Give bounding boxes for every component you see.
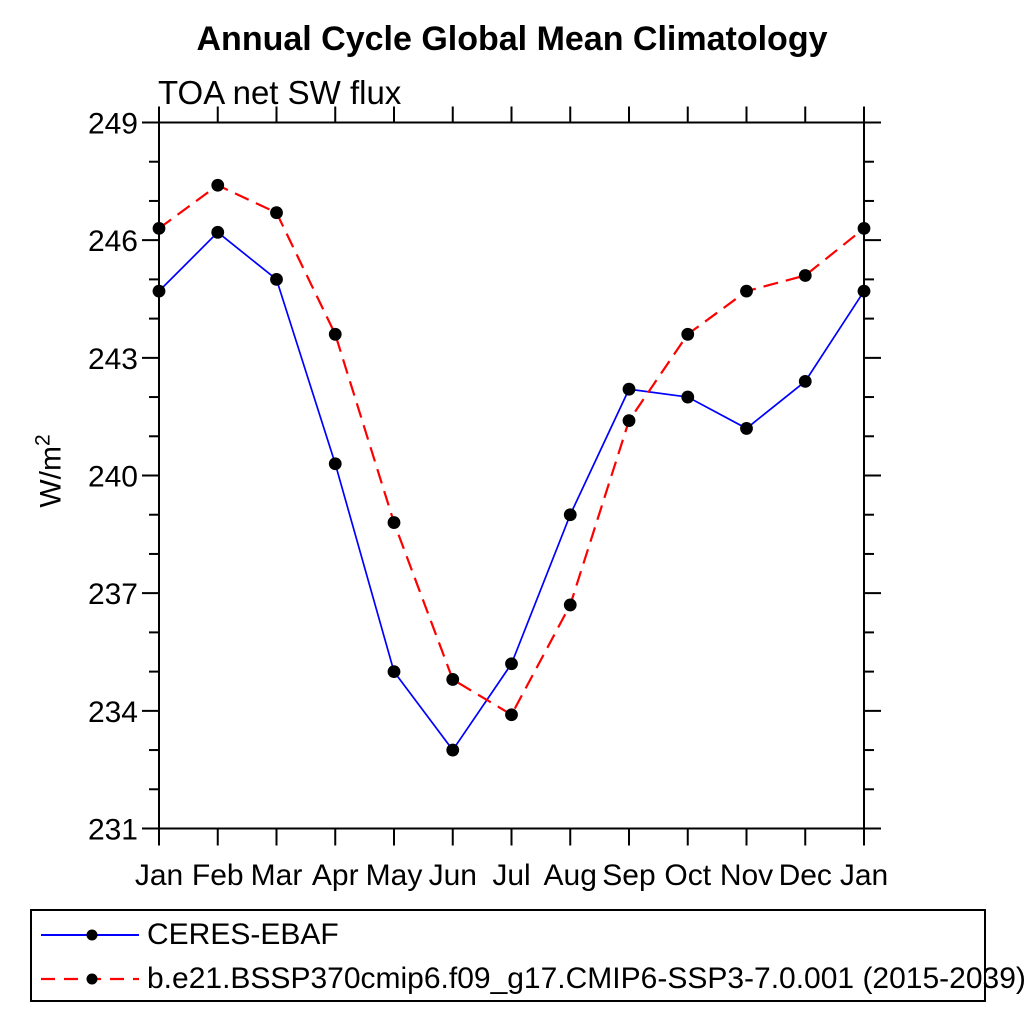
series-line-1 [158, 183, 865, 717]
legend-label-ceres-ebaf: CERES-EBAF [147, 918, 339, 951]
data-point-s0-10 [740, 422, 753, 435]
x-tick-label: Jan [840, 859, 888, 892]
data-point-s0-3 [328, 457, 342, 471]
x-tick-label: Sep [602, 859, 655, 892]
y-tick-label: 240 [88, 461, 138, 494]
data-point-s0-9 [681, 390, 695, 404]
data-point-s1-3 [328, 327, 342, 341]
x-tick-label: Mar [251, 859, 303, 892]
x-tick-label: Jan [135, 859, 183, 892]
x-tick-label: Dec [779, 859, 832, 892]
data-point-s0-0 [152, 284, 166, 298]
legend-marker-icon [86, 929, 98, 941]
series-line-0 [158, 231, 865, 752]
data-point-s0-11 [798, 374, 812, 388]
chart-title: Annual Cycle Global Mean Climatology [196, 20, 828, 58]
x-tick-label: Aug [544, 859, 597, 892]
y-tick-label: 249 [88, 108, 138, 141]
y-tick-label: 237 [88, 578, 138, 611]
data-point-s0-2 [270, 272, 283, 286]
data-point-s0-5 [446, 743, 460, 757]
x-tick-label: May [366, 859, 423, 892]
legend-item-model-run: b.e21.BSSP370cmip6.f09_g17.CMIP6-SSP3-7.… [40, 961, 1024, 997]
data-point-s1-10 [740, 284, 753, 298]
chart-subtitle: TOA net SW flux [158, 74, 402, 111]
y-tick-label: 243 [88, 343, 138, 376]
x-tick-label: Feb [192, 859, 244, 892]
data-point-s0-7 [563, 508, 577, 522]
y-tick-label: 231 [88, 814, 138, 847]
legend-label-model-run: b.e21.BSSP370cmip6.f09_g17.CMIP6-SSP3-7.… [147, 962, 1024, 995]
data-point-s1-8 [622, 414, 636, 427]
x-tick-label: Jul [492, 859, 530, 892]
y-tick-label: 234 [88, 696, 138, 729]
legend-line-sample-dashed [41, 973, 139, 985]
x-tick-label: Nov [720, 859, 773, 892]
data-point-s0-6 [505, 657, 518, 671]
data-point-s1-4 [387, 516, 401, 529]
x-tick-label: Apr [312, 859, 359, 892]
data-point-s1-5 [446, 673, 460, 686]
legend-box: CERES-EBAF b.e21.BSSP370cmip6.f09_g17.CM… [30, 909, 1024, 1002]
legend-item-ceres-ebaf: CERES-EBAF [40, 917, 339, 953]
data-point-s1-11 [798, 269, 812, 282]
data-point-s1-6 [505, 708, 518, 722]
data-point-s0-8 [622, 382, 636, 396]
legend-line-sample-solid [41, 929, 139, 941]
data-point-s1-2 [270, 206, 283, 220]
data-point-s1-0 [152, 222, 166, 235]
plot-border [158, 121, 865, 830]
data-point-s0-12 [857, 284, 871, 298]
x-tick-label: Jun [429, 859, 477, 892]
y-tick-label: 246 [88, 225, 138, 258]
data-point-s0-1 [211, 225, 225, 239]
data-point-s0-4 [387, 665, 401, 679]
legend-marker-icon [86, 973, 98, 985]
data-point-s1-1 [211, 178, 225, 192]
data-point-s1-7 [563, 598, 577, 612]
data-point-s1-12 [857, 222, 871, 235]
x-tick-label: Oct [664, 859, 711, 892]
data-point-s1-9 [681, 327, 695, 341]
